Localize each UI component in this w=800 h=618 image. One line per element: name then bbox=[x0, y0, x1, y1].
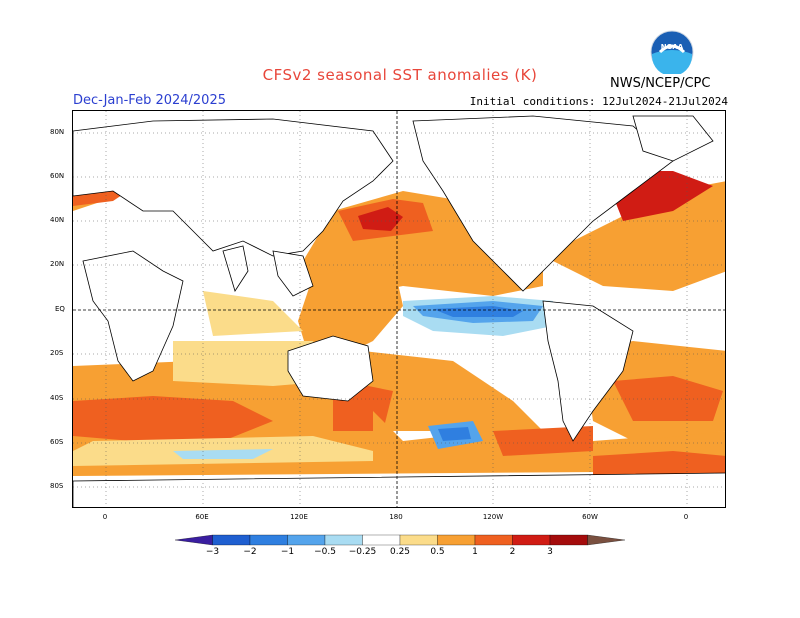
colorbar-cell bbox=[287, 534, 326, 546]
cold-anomaly-regions bbox=[73, 296, 553, 466]
colorbar-label: −1 bbox=[280, 547, 295, 557]
lat-label: EQ bbox=[55, 305, 65, 313]
colorbar-label: −3 bbox=[205, 547, 220, 557]
colorbar-cell bbox=[549, 534, 588, 546]
colorbar-label: 2 bbox=[509, 547, 516, 557]
lon-label: 60E bbox=[195, 513, 209, 521]
colorbar-label: 0.5 bbox=[430, 547, 445, 557]
land-masses bbox=[73, 115, 725, 507]
agency-label: NWS/NCEP/CPC bbox=[610, 76, 711, 91]
colorbar-label: −0.25 bbox=[348, 547, 377, 557]
graticule bbox=[73, 111, 725, 507]
lon-label: 60W bbox=[582, 513, 598, 521]
lon-label: 0 bbox=[102, 513, 108, 521]
colorbar-cell bbox=[212, 534, 251, 546]
map-title: CFSv2 seasonal SST anomalies (K) bbox=[262, 66, 538, 84]
colorbar-cell bbox=[399, 534, 438, 546]
lon-label: 180 bbox=[389, 513, 403, 521]
season-label: Dec-Jan-Feb 2024/2025 bbox=[73, 93, 226, 108]
colorbar-cell bbox=[249, 534, 288, 546]
lon-label: 120W bbox=[482, 513, 504, 521]
colorbar-label: −2 bbox=[243, 547, 257, 557]
lat-label: 60N bbox=[50, 172, 65, 180]
lat-label: 40N bbox=[50, 216, 65, 224]
reference-lines bbox=[73, 111, 725, 507]
lat-label: 80N bbox=[50, 128, 65, 136]
colorbar bbox=[174, 534, 626, 546]
lat-label: 60S bbox=[50, 438, 64, 446]
colorbar-cell bbox=[587, 534, 626, 546]
lat-label: 40S bbox=[50, 394, 64, 402]
lon-label: 0 bbox=[683, 513, 689, 521]
colorbar-label: 3 bbox=[547, 547, 553, 557]
colorbar-cell bbox=[512, 534, 551, 546]
colorbar-label: −0.5 bbox=[314, 547, 336, 557]
colorbar-label: 0.25 bbox=[389, 547, 411, 557]
colorbar-cell bbox=[324, 534, 363, 546]
colorbar-cell bbox=[174, 534, 213, 546]
lat-label: 20S bbox=[50, 349, 64, 357]
logo-text: NOAA bbox=[661, 43, 684, 51]
colorbar-cell bbox=[437, 534, 476, 546]
colorbar-cell bbox=[474, 534, 513, 546]
colorbar-cell bbox=[362, 534, 401, 546]
map-canvas bbox=[73, 111, 725, 507]
lat-label: 80S bbox=[50, 482, 64, 490]
lat-label: 20N bbox=[50, 260, 65, 268]
initial-conditions-label: Initial conditions: 12Jul2024-21Jul2024 bbox=[469, 95, 728, 108]
colorbar-label: 1 bbox=[472, 547, 478, 557]
noaa-logo: NOAA bbox=[650, 30, 694, 74]
sst-anomaly-map bbox=[72, 110, 726, 508]
lon-label: 120E bbox=[290, 513, 308, 521]
